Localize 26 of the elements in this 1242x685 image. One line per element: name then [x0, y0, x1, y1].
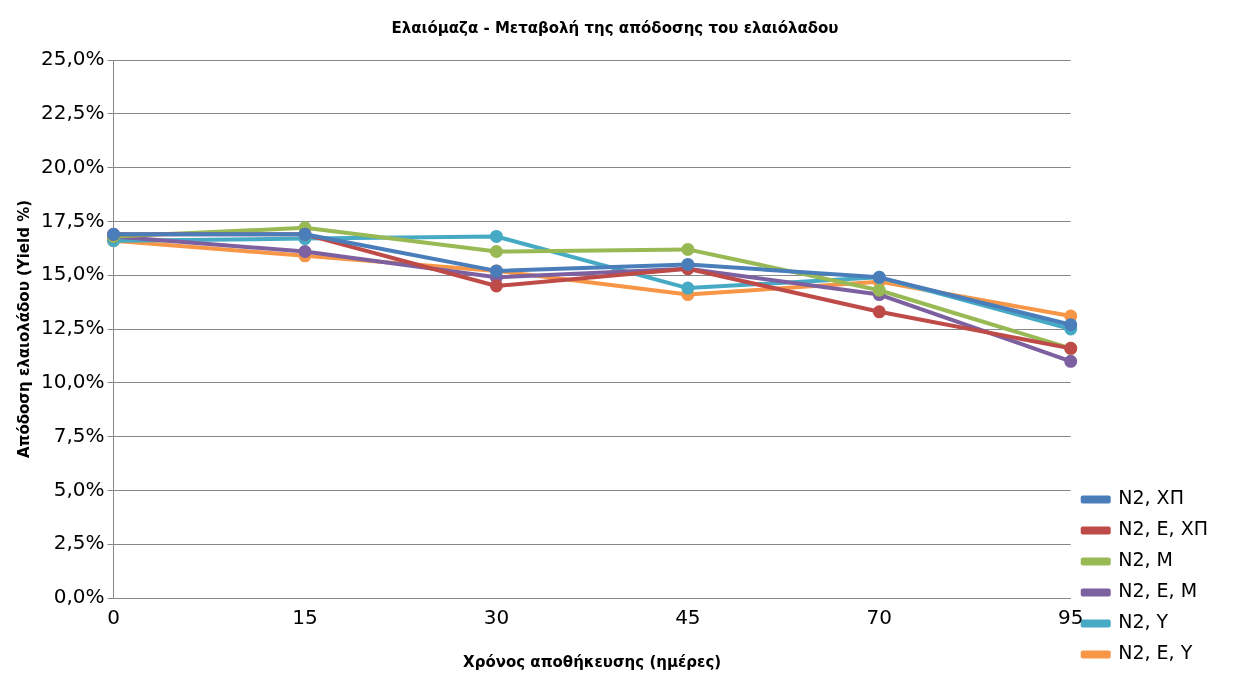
- chart-title: Ελαιόμαζα - Μεταβολή της απόδοσης του ελαιόλαδου: [391, 18, 839, 37]
- x-tick-label: 15: [292, 605, 318, 630]
- x-axis-title: Χρόνος αποθήκευσης (ημέρες): [463, 652, 722, 671]
- y-tick-label: 5,0%: [53, 476, 105, 501]
- y-tick-label: 15,0%: [40, 261, 105, 286]
- x-tick-label: 70: [866, 605, 893, 630]
- x-tick-label: 30: [483, 605, 510, 630]
- y-tick-label: 22,5%: [40, 100, 105, 124]
- legend-label: N2, Υ: [1118, 610, 1169, 633]
- y-tick-label: 7,5%: [53, 422, 105, 447]
- legend-label: N2, ΧΠ: [1118, 486, 1184, 509]
- y-axis-title: Απόδοση ελαιολάδου (Yield %): [14, 199, 33, 459]
- x-tick-label: 0: [107, 605, 120, 630]
- y-tick-label: 25,0%: [40, 46, 105, 71]
- y-tick-label: 12,5%: [40, 315, 105, 340]
- y-tick-label: 20,0%: [40, 153, 105, 178]
- legend-label: N2, Ε, Υ: [1118, 641, 1193, 664]
- y-tick-label: 0,0%: [53, 584, 105, 609]
- legend-label: N2, Μ: [1118, 548, 1174, 571]
- y-tick-label: 17,5%: [40, 207, 105, 232]
- x-tick-label: 45: [675, 605, 701, 630]
- y-tick-label: 2,5%: [53, 530, 105, 555]
- legend-label: N2, Ε, ΧΠ: [1118, 517, 1209, 540]
- x-tick-label: 95: [1058, 605, 1084, 630]
- legend-label: N2, Ε, Μ: [1118, 579, 1198, 602]
- y-tick-label: 10,0%: [40, 369, 105, 393]
